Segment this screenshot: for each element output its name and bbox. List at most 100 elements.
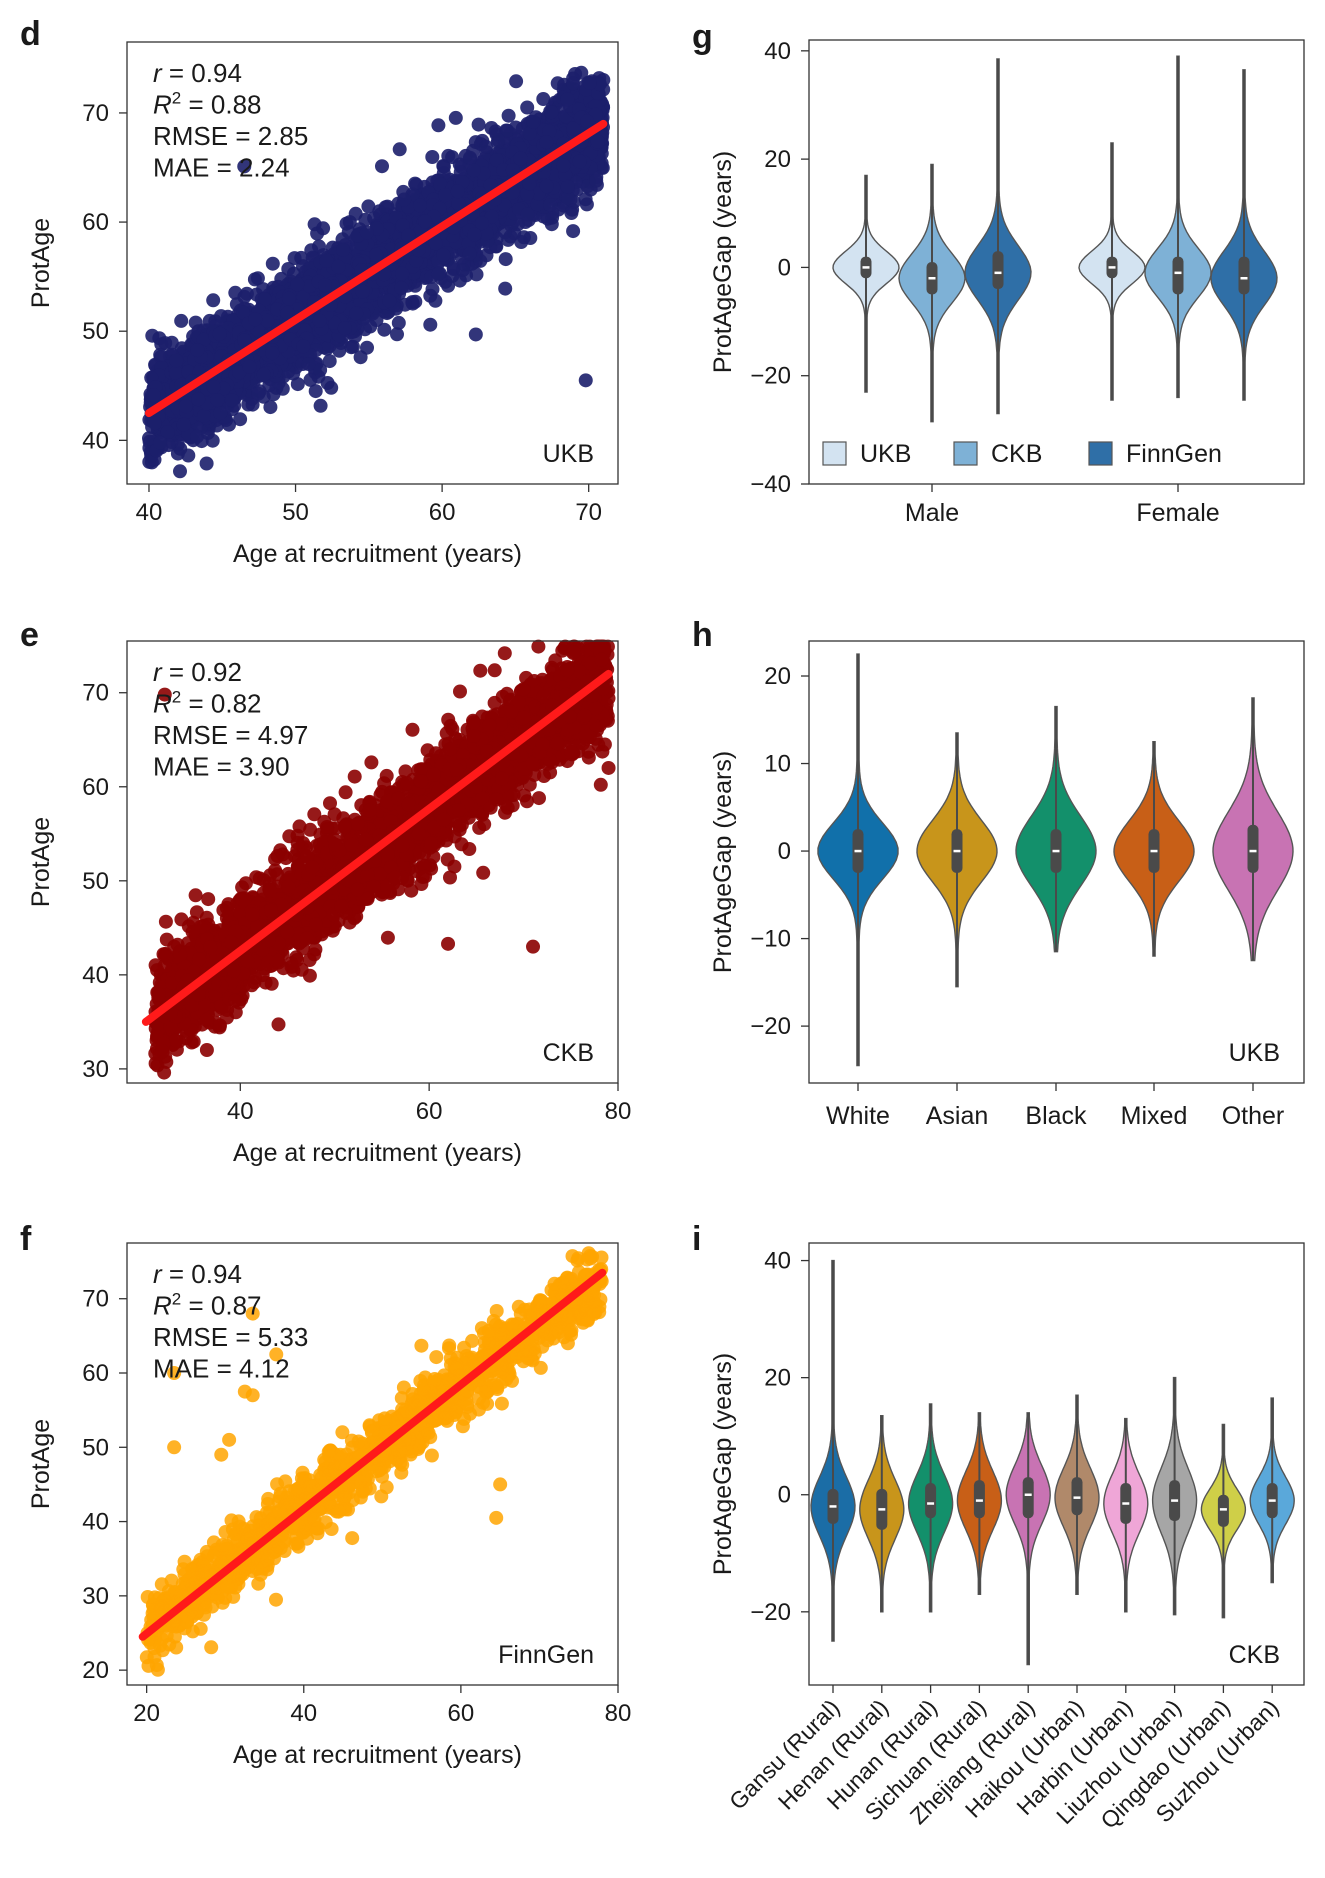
data-point: [431, 266, 446, 281]
data-point: [397, 192, 412, 207]
data-point: [281, 262, 296, 276]
data-point: [455, 263, 470, 278]
data-point: [304, 243, 319, 258]
data-point: [303, 372, 318, 387]
data-point: [431, 118, 446, 133]
data-point: [428, 293, 443, 308]
data-point: [466, 163, 481, 178]
data-point: [225, 393, 239, 408]
data-point: [265, 256, 280, 271]
stat-r2-symbol: R: [153, 90, 172, 120]
x-tick-label-d: 70: [575, 499, 602, 526]
data-point: [290, 377, 305, 392]
data-point: [369, 247, 384, 262]
data-point: [206, 379, 221, 394]
data-point: [361, 199, 376, 214]
data-point: [556, 158, 571, 173]
data-point: [539, 135, 554, 150]
data-point: [395, 266, 410, 281]
data-point: [590, 134, 605, 149]
data-point: [543, 198, 558, 213]
stat-r2-superscript: 2: [172, 89, 181, 108]
data-point: [337, 321, 352, 336]
stat-r2-d: R2 = 0.88: [153, 89, 261, 120]
data-point: [169, 353, 184, 368]
x-tick-label-d: 50: [282, 499, 309, 526]
data-point: [242, 359, 257, 374]
data-point: [491, 133, 506, 148]
stat-mae-d: MAE = 2.24: [153, 153, 290, 183]
data-point: [566, 76, 580, 91]
data-point: [197, 408, 211, 423]
data-point: [214, 309, 229, 324]
data-point: [589, 173, 604, 188]
data-point: [520, 100, 535, 115]
data-point: [296, 339, 311, 354]
y-axis-label-d: ProtAge: [27, 218, 55, 308]
data-point: [145, 328, 160, 343]
data-point: [199, 456, 214, 471]
data-point: [413, 198, 427, 213]
data-point: [520, 794, 534, 809]
panel-label-d: d: [20, 15, 41, 53]
data-point: [213, 406, 228, 421]
data-point: [572, 154, 587, 169]
y-tick-label-d: 40: [82, 427, 109, 454]
data-point: [462, 246, 477, 261]
data-point: [312, 313, 327, 328]
data-point: [539, 179, 554, 194]
data-point: [390, 327, 404, 342]
data-point: [582, 76, 597, 90]
y-tick-label-d: 60: [82, 209, 109, 236]
data-point: [260, 313, 275, 328]
data-point: [174, 313, 189, 328]
data-point: [256, 367, 271, 382]
data-point: [301, 357, 316, 371]
data-point: [536, 92, 551, 106]
x-tick-label-d: 60: [429, 499, 456, 526]
data-point: [391, 315, 406, 330]
data-point: [566, 224, 581, 239]
data-point: [199, 1043, 214, 1057]
panel-label-g: g: [692, 18, 713, 56]
data-point: [418, 214, 433, 229]
data-point: [233, 412, 248, 427]
data-point: [544, 105, 559, 120]
data-point: [265, 346, 280, 361]
data-point: [522, 176, 537, 191]
data-point: [498, 281, 513, 296]
data-point: [318, 278, 332, 293]
data-point: [463, 150, 477, 165]
data-point: [475, 216, 489, 231]
outlier-point: [468, 327, 483, 342]
data-point: [250, 271, 265, 286]
data-point: [423, 317, 438, 332]
data-point: [263, 400, 278, 415]
panel-label-e: e: [20, 616, 39, 654]
data-point: [169, 365, 184, 380]
panel-label-i: i: [692, 1220, 701, 1258]
data-point: [487, 663, 502, 678]
outlier-point: [578, 373, 593, 388]
data-point: [173, 464, 187, 479]
data-point: [181, 448, 196, 463]
y-tick-label-d: 70: [82, 100, 109, 127]
data-point: [441, 148, 456, 163]
data-point: [319, 254, 334, 268]
data-point: [392, 142, 407, 157]
data-point: [471, 117, 486, 132]
stat-r-value: = 0.94: [162, 58, 242, 88]
data-point: [509, 74, 524, 89]
data-point: [188, 315, 203, 330]
data-point: [498, 252, 513, 267]
data-point: [178, 399, 193, 414]
data-point: [147, 416, 162, 431]
data-point: [513, 151, 528, 166]
data-point: [578, 192, 593, 207]
data-point: [146, 388, 161, 403]
data-point: [237, 289, 252, 304]
data-point: [347, 769, 362, 784]
